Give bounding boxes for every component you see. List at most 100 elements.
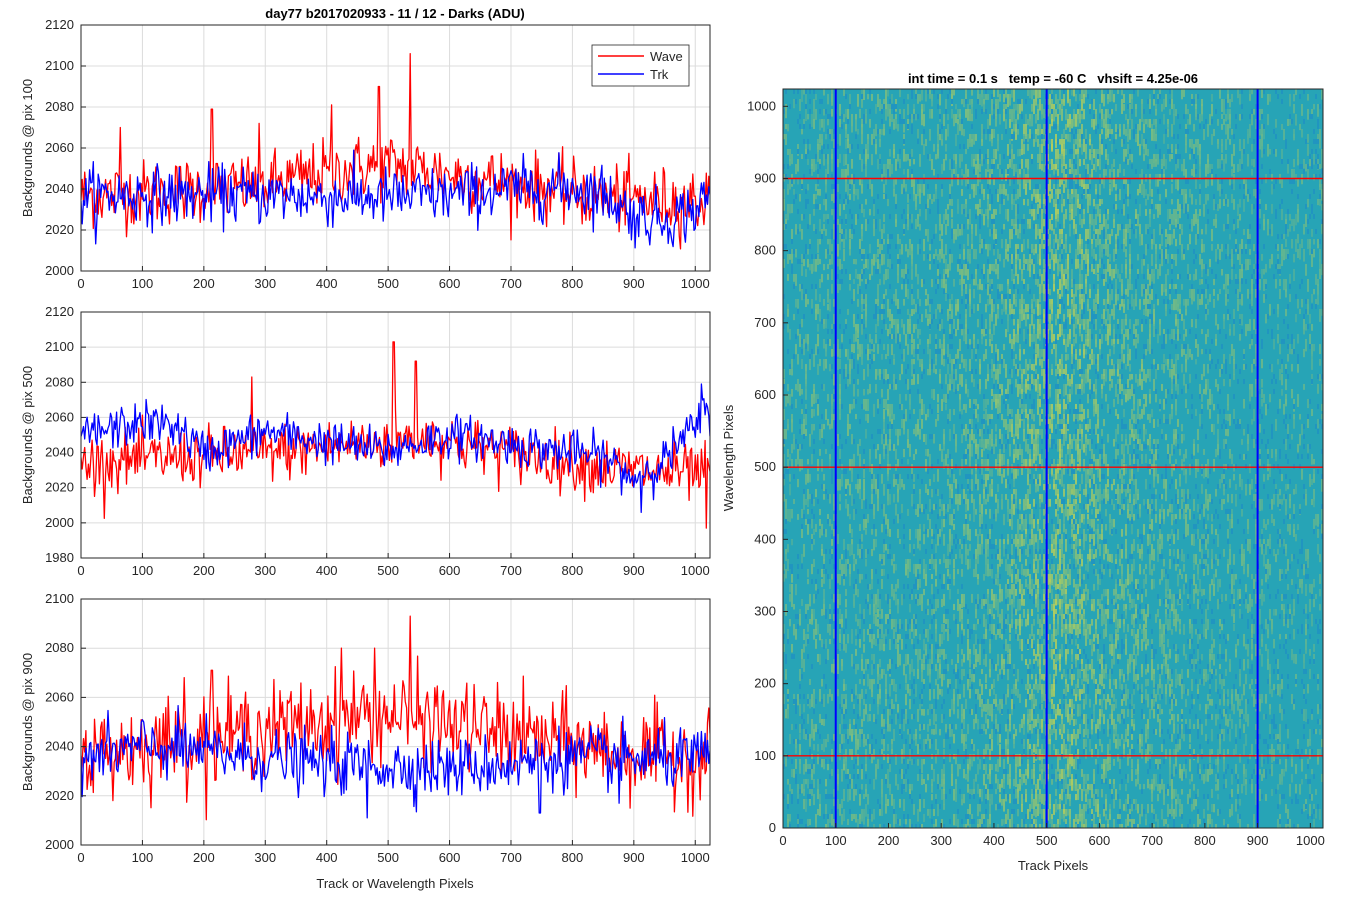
heatmap-cell [945,669,947,674]
heatmap-cell [845,469,847,474]
heatmap-cell [893,334,895,339]
heatmap-cell [951,514,953,526]
heatmap-cell [931,664,933,669]
heatmap-cell [871,679,873,692]
heatmap-cell [861,734,863,739]
heatmap-cell [989,624,991,631]
heatmap-cell [885,324,887,330]
heatmap-cell [1027,689,1029,697]
heatmap-cell [829,339,831,346]
heatmap-cell [971,369,973,374]
legend-label-trk: Trk [650,67,669,82]
heatmap-cell [937,124,939,136]
heatmap-cell [963,174,965,180]
heatmap-cell [991,764,993,770]
heatmap-cell [997,779,999,790]
heatmap-cell [871,629,873,634]
heatmap-cell [811,534,813,544]
heatmap-cell [903,189,905,194]
heatmap-cell [901,319,903,328]
heatmap-cell [949,529,951,542]
heatmap-cell [929,254,931,262]
heatmap-cell [889,164,891,177]
heatmap-cell [801,284,803,289]
heatmap-cell [1021,549,1023,554]
heatmap-cell [845,759,847,766]
heatmap-cell [975,694,977,699]
heatmap-cell [829,259,831,265]
heatmap-cell [913,194,915,202]
heatmap-cell [811,254,813,259]
heatmap-cell [869,624,871,632]
heatmap-cell [931,299,933,304]
heatmap-cell [911,114,913,123]
heatmap-cell [925,629,927,638]
heatmap-cell [811,729,813,739]
heatmap-cell [797,784,799,793]
heatmap-cell [927,654,929,659]
heatmap-cell [859,289,861,294]
heatmap-cell [889,684,891,697]
heatmap-cell [949,199,951,206]
heatmap-cell [809,784,811,789]
heatmap-cell [1013,799,1015,804]
heatmap-cell [899,149,901,154]
heatmap-cell [905,769,907,774]
heatmap-cell [893,554,895,562]
heatmap-cell [831,549,833,555]
heatmap-cell [793,624,795,636]
heatmap-cell [917,564,919,570]
heatmap-cell [969,629,971,634]
heatmap-cell [827,419,829,426]
heatmap-cell [887,309,889,318]
heatmap-cell [893,679,895,692]
heatmap-cell [801,784,803,794]
heatmap-cell [943,394,945,403]
heatmap-cell [831,594,833,599]
heatmap-cell [933,609,935,615]
heatmap-cell [905,674,907,684]
heatmap-cell [913,679,915,684]
heatmap-cell [915,584,917,589]
heatmap-cell [975,114,977,119]
heatmap-cell [837,479,839,491]
heatmap-cell [1011,204,1013,211]
heatmap-cell [891,384,893,389]
heatmap-cell [815,579,817,584]
heatmap-cell [927,489,929,496]
heatmap-cell [1013,439,1015,445]
heatmap-cell [947,214,949,227]
heatmap-cell [1011,464,1013,473]
heatmap-cell [871,579,873,590]
heatmap-cell [1029,549,1031,554]
heatmap-cell [983,759,985,764]
heatmap-cell [889,259,891,269]
heatmap-cell [971,789,973,796]
heatmap-cell [903,349,905,362]
heatmap-cell [841,444,843,449]
heatmap-cell [1027,414,1029,421]
heatmap-cell [1019,399,1021,408]
heatmap-cell [881,434,883,445]
heatmap-cell [831,574,833,580]
heatmap-cell [957,119,959,125]
heatmap-cell [981,709,983,718]
heatmap-cell [985,799,987,804]
heatmap-cell [951,294,953,301]
heatmap-cell [911,129,913,134]
heatmap-cell [979,599,981,604]
heatmap-cell [967,619,969,628]
heatmap-cell [827,764,829,771]
heatmap-cell [837,284,839,294]
heatmap-cell [1005,434,1007,439]
heatmap-cell [863,254,865,259]
heatmap-cell [819,759,821,764]
heatmap-cell [905,779,907,792]
heatmap-cell [823,474,825,481]
heatmap-cell [893,629,895,642]
heatmap-cell [995,509,997,518]
heatmap-cell [913,359,915,365]
heatmap-cell [949,629,951,634]
heatmap-cell [875,479,877,492]
heatmap-cell [815,824,817,828]
